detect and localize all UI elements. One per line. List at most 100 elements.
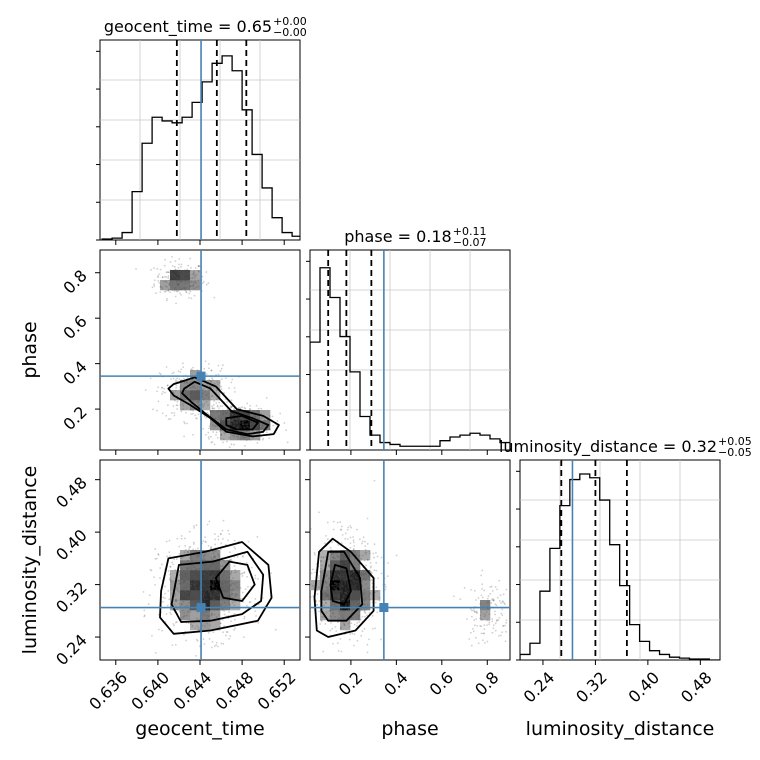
sample-point <box>351 571 354 574</box>
sample-point <box>210 558 213 561</box>
sample-point <box>184 282 186 285</box>
sample-point <box>211 421 214 423</box>
sample-point <box>178 579 180 582</box>
sample-point <box>228 602 230 605</box>
sample-point <box>226 426 229 429</box>
sample-point <box>221 411 224 414</box>
sample-point <box>209 410 212 413</box>
sample-point <box>339 521 342 524</box>
sample-point <box>175 404 178 407</box>
density-cell <box>210 570 221 581</box>
sample-point <box>171 372 174 375</box>
sample-point <box>217 560 220 563</box>
sample-point <box>171 255 173 258</box>
sample-point <box>498 634 500 637</box>
sample-point <box>338 610 341 613</box>
sample-point <box>174 268 177 271</box>
sample-point <box>350 577 353 579</box>
sample-point <box>217 420 220 423</box>
sample-point <box>219 565 222 568</box>
sample-point <box>188 297 190 299</box>
sample-point <box>189 284 192 287</box>
sample-point <box>242 419 244 422</box>
sample-point <box>214 565 217 567</box>
sample-point <box>216 591 219 594</box>
sample-point <box>183 551 186 554</box>
sample-point <box>229 593 231 596</box>
density-cell <box>160 280 171 291</box>
sample-point <box>341 576 344 579</box>
sample-point <box>363 599 366 602</box>
sample-point <box>233 424 236 427</box>
sample-point <box>347 599 350 602</box>
sample-point <box>208 615 210 618</box>
sample-point <box>334 603 336 606</box>
sample-point <box>201 600 204 602</box>
sample-point <box>173 399 176 402</box>
sample-point <box>201 611 204 614</box>
sample-point <box>182 592 185 595</box>
sample-point <box>171 289 174 292</box>
sample-point <box>198 555 200 557</box>
sample-point <box>190 368 193 370</box>
sample-point <box>189 285 191 288</box>
sample-point <box>318 600 321 603</box>
sample-point <box>339 638 342 640</box>
density-cell <box>220 570 231 581</box>
sample-point <box>255 427 258 430</box>
sample-point <box>364 579 367 581</box>
sample-point <box>189 599 192 602</box>
sample-point <box>193 392 196 395</box>
sample-point <box>364 545 367 547</box>
sample-point <box>214 550 217 552</box>
panel-title-phase: phase = 0.18 +0.11−0.07 <box>344 225 486 249</box>
sample-point <box>261 416 263 419</box>
sample-point <box>233 435 236 438</box>
sample-point <box>193 576 196 579</box>
sample-point <box>352 579 355 582</box>
sample-point <box>168 284 171 286</box>
sample-point <box>222 421 225 424</box>
sample-point <box>143 609 146 612</box>
sample-point <box>213 400 216 402</box>
sample-point <box>219 405 222 408</box>
sample-point <box>369 592 372 594</box>
sample-point <box>240 419 243 422</box>
sample-point <box>333 582 336 584</box>
sample-point <box>354 561 357 563</box>
sample-point <box>181 287 184 290</box>
sample-point <box>182 277 184 280</box>
sample-point <box>198 600 201 603</box>
x-tick-label: 0.8 <box>471 668 502 699</box>
sample-point <box>193 580 196 582</box>
sample-point <box>194 568 197 571</box>
sample-point <box>194 586 197 589</box>
sample-point <box>231 589 234 592</box>
sample-point <box>306 506 308 508</box>
sample-point <box>222 438 225 441</box>
sample-point <box>495 604 498 607</box>
sample-point <box>189 391 192 394</box>
sample-point <box>236 581 239 584</box>
sample-point <box>340 599 343 602</box>
sample-point <box>214 570 216 573</box>
sample-point <box>357 563 360 566</box>
sample-point <box>203 367 206 370</box>
sample-point <box>340 558 343 561</box>
sample-point <box>364 540 366 543</box>
sample-point <box>190 413 193 415</box>
sample-point <box>353 573 356 575</box>
sample-point <box>207 396 210 399</box>
x-axis-label-phase: phase <box>381 718 438 740</box>
sample-point <box>322 592 325 595</box>
sample-point <box>203 555 205 557</box>
sample-point <box>192 548 195 551</box>
sample-point <box>337 566 340 569</box>
sample-point <box>224 412 227 414</box>
sample-point <box>261 426 264 429</box>
sample-point <box>211 574 214 576</box>
sample-point <box>220 433 223 435</box>
sample-point <box>170 613 173 616</box>
sample-point <box>205 611 207 614</box>
sample-point <box>245 430 248 433</box>
